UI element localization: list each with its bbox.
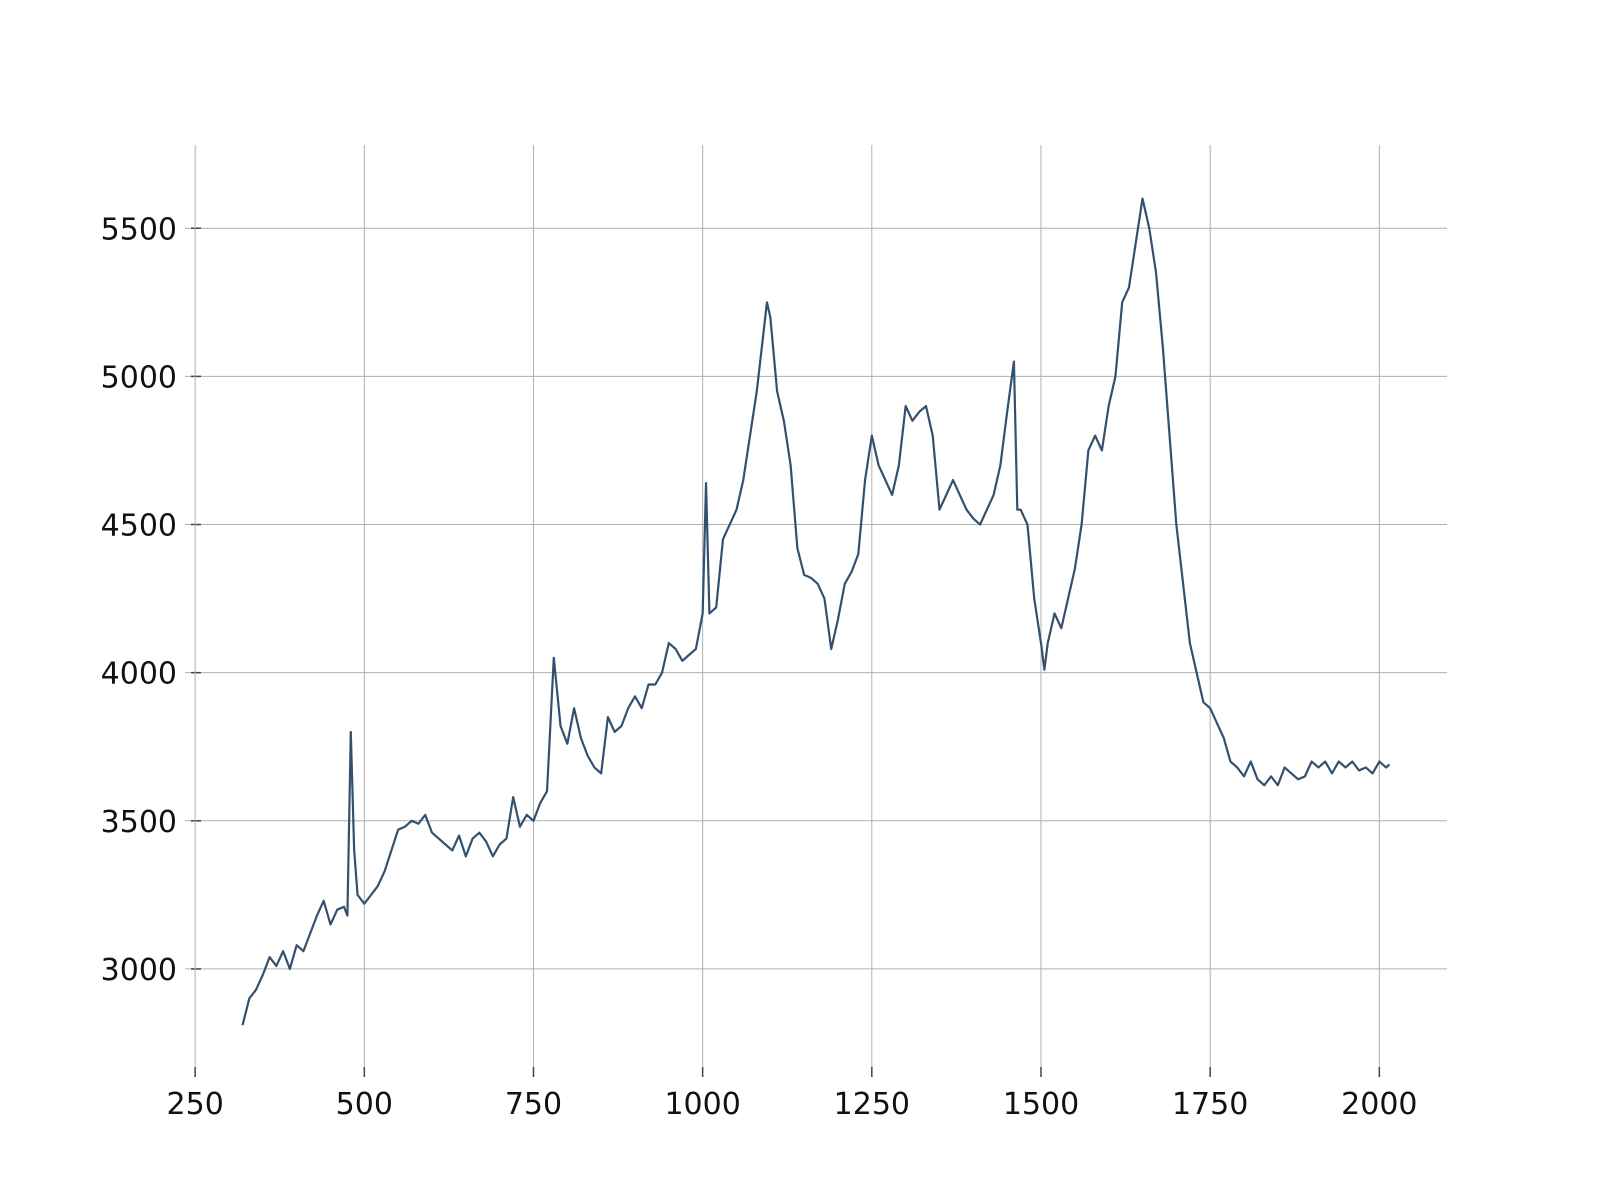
x-tick-label: 250 (167, 1087, 224, 1122)
x-tick-label: 500 (336, 1087, 393, 1122)
x-tick-label: 2000 (1341, 1087, 1417, 1122)
x-tick-label: 1500 (1003, 1087, 1079, 1122)
y-tick-label: 4000 (101, 657, 177, 692)
y-tick-label: 3500 (101, 805, 177, 840)
line-series (241, 197, 1391, 1026)
y-tick-label: 5500 (101, 212, 177, 247)
y-tick-label: 3000 (101, 953, 177, 988)
x-tick-label: 1250 (834, 1087, 910, 1122)
y-tick-label: 4500 (101, 509, 177, 544)
x-tick-label: 1750 (1172, 1087, 1248, 1122)
y-tick-label: 5000 (101, 360, 177, 395)
x-tick-label: 750 (505, 1087, 562, 1122)
x-tick-label: 1000 (664, 1087, 740, 1122)
